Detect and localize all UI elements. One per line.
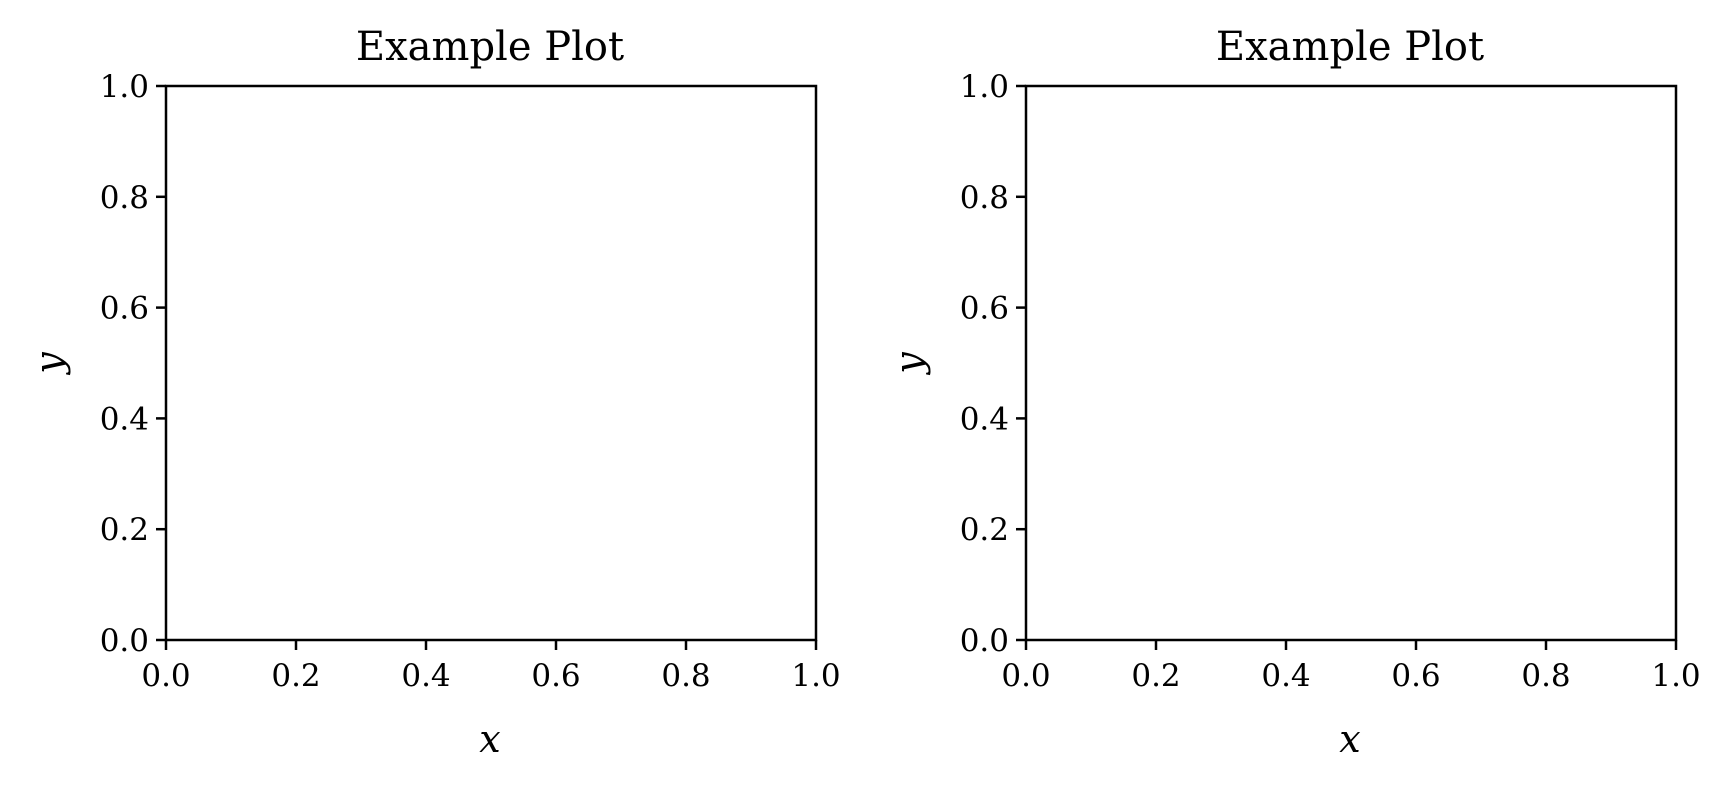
subplot-left: Example Plot 0.00.20.40.60.81.0 0.0 0.2 0.… bbox=[27, 24, 841, 761]
subplot-left-axes-frame bbox=[164, 84, 818, 642]
subplot-left-y-tick-label: 0.8 bbox=[100, 180, 149, 216]
subplot-right: Example Plot 0.00.20.40.60.81.0 0.0 0.2 0.… bbox=[887, 24, 1701, 761]
subplot-right-y-tick-label: 0.6 bbox=[960, 291, 1009, 327]
subplot-right-y-ticks: 0.0 0.2 0.4 0.6 0.8 1.0 bbox=[960, 69, 1026, 659]
subplot-left-y-label: y bbox=[27, 352, 71, 376]
subplot-left-y-tick-label: 0.2 bbox=[100, 512, 149, 548]
subplot-right-axes-frame bbox=[1024, 84, 1678, 642]
subplot-left-x-tick-label: 0.6 bbox=[531, 658, 580, 694]
subplot-left-x-tick-label: 0.4 bbox=[401, 658, 450, 694]
subplot-right-title: Example Plot bbox=[1216, 24, 1484, 70]
subplot-right-x-tick-label: 0.8 bbox=[1521, 658, 1570, 694]
subplot-left-x-tick-label: 1.0 bbox=[791, 658, 840, 694]
subplot-right-y-tick-label: 0.8 bbox=[960, 180, 1009, 216]
subplot-right-y-label: y bbox=[887, 352, 931, 376]
subplot-left-x-ticks: 0.0 0.2 0.4 0.6 0.8 1.0 bbox=[141, 640, 841, 694]
subplot-right-y-tick-label: 0.2 bbox=[960, 512, 1009, 548]
subplot-left-y-tick-label: 0.6 bbox=[100, 291, 149, 327]
subplot-left-y-tick-label: 0.0 bbox=[100, 623, 149, 659]
subplot-left-x-label: x bbox=[479, 717, 500, 761]
subplot-right-x-tick-label: 0.0 bbox=[1001, 658, 1050, 694]
subplot-left-y-tick-label: 0.4 bbox=[100, 401, 149, 437]
subplot-left-y-tick-label: 1.0 bbox=[100, 69, 149, 105]
subplot-right-y-tick-label: 0.0 bbox=[960, 623, 1009, 659]
subplot-right-x-tick-label: 0.4 bbox=[1261, 658, 1310, 694]
subplot-right-x-tick-label: 1.0 bbox=[1651, 658, 1700, 694]
subplot-left-y-ticks: 0.0 0.2 0.4 0.6 0.8 1.0 bbox=[100, 69, 166, 659]
subplot-right-x-ticks: 0.0 0.2 0.4 0.6 0.8 1.0 bbox=[1001, 640, 1701, 694]
subplot-right-x-tick-label: 0.6 bbox=[1391, 658, 1440, 694]
subplot-right-x-label: x bbox=[1339, 717, 1360, 761]
subplot-left-x-tick-label: 0.2 bbox=[271, 658, 320, 694]
subplot-right-y-tick-label: 0.4 bbox=[960, 401, 1009, 437]
subplot-left-x-tick-label: 0.0 bbox=[141, 658, 190, 694]
subplot-right-x-tick-label: 0.2 bbox=[1131, 658, 1180, 694]
subplot-left-x-tick-label: 0.8 bbox=[661, 658, 710, 694]
subplot-right-y-tick-label: 1.0 bbox=[960, 69, 1009, 105]
subplot-left-title: Example Plot bbox=[356, 24, 624, 70]
